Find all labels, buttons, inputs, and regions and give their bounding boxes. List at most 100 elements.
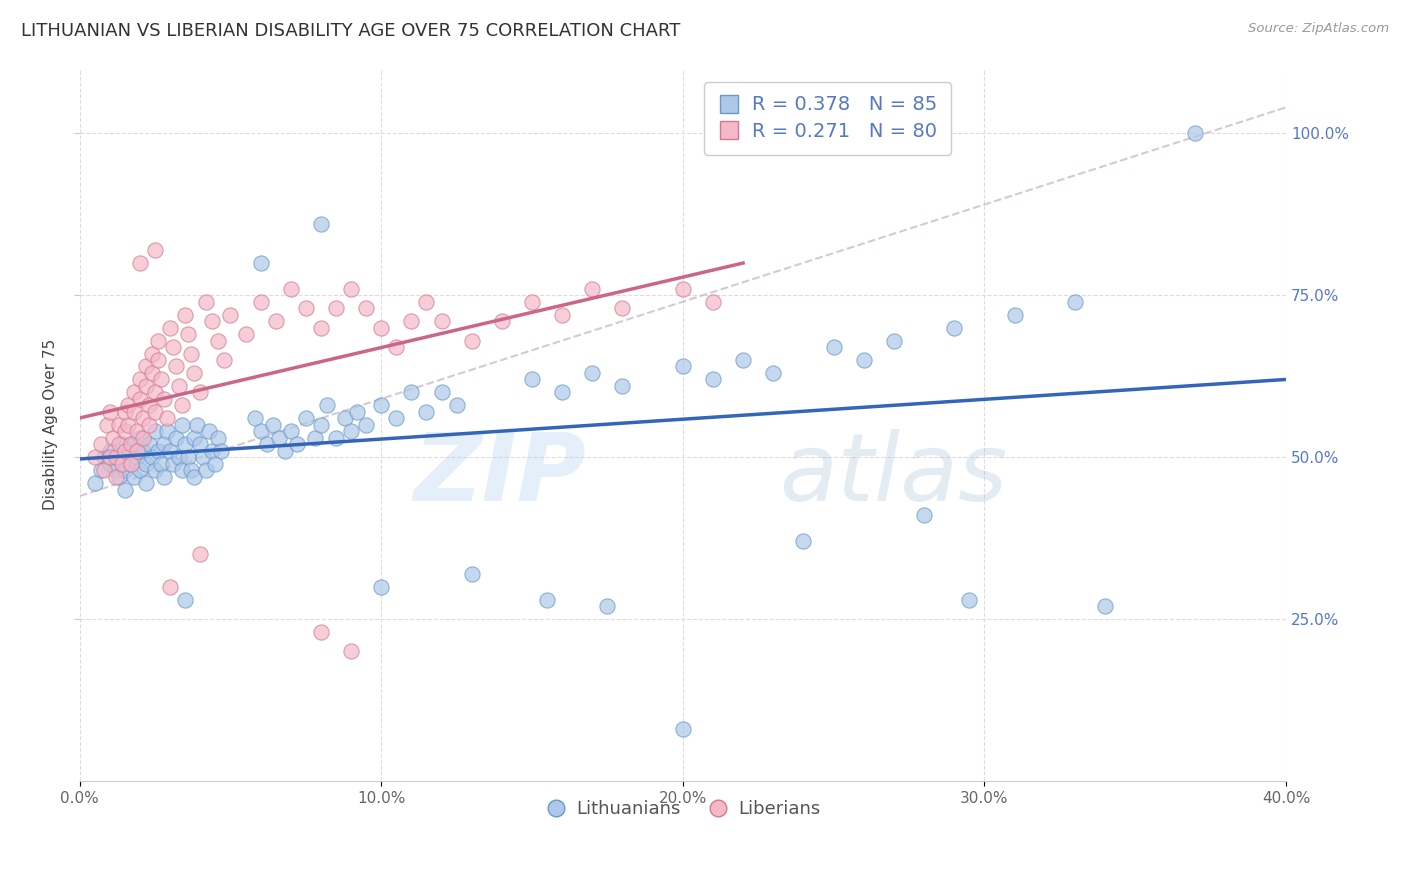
Point <box>702 372 724 386</box>
Point <box>943 320 966 334</box>
Point <box>219 308 242 322</box>
Point <box>186 417 208 432</box>
Point <box>188 547 211 561</box>
Point <box>162 457 184 471</box>
Point <box>346 405 368 419</box>
Point <box>135 359 157 374</box>
Point <box>150 372 173 386</box>
Point <box>122 385 145 400</box>
Point <box>340 424 363 438</box>
Point <box>957 592 980 607</box>
Point <box>150 457 173 471</box>
Point <box>122 469 145 483</box>
Point <box>183 469 205 483</box>
Point <box>612 379 634 393</box>
Point <box>883 334 905 348</box>
Point <box>460 566 482 581</box>
Point <box>672 359 695 374</box>
Point <box>912 508 935 523</box>
Point <box>122 437 145 451</box>
Point <box>316 398 339 412</box>
Point <box>162 340 184 354</box>
Point <box>274 443 297 458</box>
Point <box>138 437 160 451</box>
Point <box>430 314 453 328</box>
Point <box>354 301 377 315</box>
Point <box>159 580 181 594</box>
Point <box>195 294 218 309</box>
Point <box>125 424 148 438</box>
Point <box>209 443 232 458</box>
Point <box>146 334 169 348</box>
Point <box>249 256 271 270</box>
Point <box>823 340 845 354</box>
Point <box>132 443 155 458</box>
Point <box>146 353 169 368</box>
Point <box>104 450 127 464</box>
Point <box>108 450 131 464</box>
Point <box>401 314 423 328</box>
Point <box>385 340 408 354</box>
Legend: Lithuanians, Liberians: Lithuanians, Liberians <box>538 793 828 825</box>
Point <box>370 398 392 412</box>
Point <box>96 417 118 432</box>
Point <box>143 424 166 438</box>
Point <box>401 385 423 400</box>
Point <box>111 437 134 451</box>
Point <box>120 457 142 471</box>
Point <box>183 366 205 380</box>
Point <box>117 417 139 432</box>
Point <box>1004 308 1026 322</box>
Point <box>159 443 181 458</box>
Point <box>90 463 112 477</box>
Point <box>340 282 363 296</box>
Point <box>249 424 271 438</box>
Point <box>135 476 157 491</box>
Point <box>156 411 179 425</box>
Text: atlas: atlas <box>779 429 1008 520</box>
Point <box>129 392 152 406</box>
Point <box>415 294 437 309</box>
Point <box>108 469 131 483</box>
Point <box>285 437 308 451</box>
Point <box>1063 294 1085 309</box>
Point <box>672 282 695 296</box>
Point <box>183 431 205 445</box>
Point <box>98 457 121 471</box>
Point <box>188 437 211 451</box>
Point <box>129 463 152 477</box>
Point <box>83 476 105 491</box>
Point <box>235 327 257 342</box>
Point <box>120 437 142 451</box>
Point <box>551 308 574 322</box>
Point <box>165 431 187 445</box>
Text: LITHUANIAN VS LIBERIAN DISABILITY AGE OVER 75 CORRELATION CHART: LITHUANIAN VS LIBERIAN DISABILITY AGE OV… <box>21 22 681 40</box>
Point <box>143 405 166 419</box>
Point <box>188 385 211 400</box>
Point <box>249 294 271 309</box>
Point <box>430 385 453 400</box>
Point <box>201 443 224 458</box>
Text: Source: ZipAtlas.com: Source: ZipAtlas.com <box>1249 22 1389 36</box>
Point <box>125 443 148 458</box>
Point <box>385 411 408 425</box>
Point <box>309 320 332 334</box>
Point <box>138 417 160 432</box>
Point <box>174 308 197 322</box>
Point <box>852 353 875 368</box>
Point <box>122 405 145 419</box>
Point <box>141 346 163 360</box>
Point <box>264 314 287 328</box>
Point <box>340 644 363 658</box>
Point <box>295 301 318 315</box>
Point <box>104 463 127 477</box>
Point <box>256 437 278 451</box>
Point <box>354 417 377 432</box>
Point <box>117 398 139 412</box>
Point <box>702 294 724 309</box>
Point <box>93 463 115 477</box>
Point <box>207 334 229 348</box>
Point <box>132 411 155 425</box>
Point <box>172 398 194 412</box>
Point <box>180 346 202 360</box>
